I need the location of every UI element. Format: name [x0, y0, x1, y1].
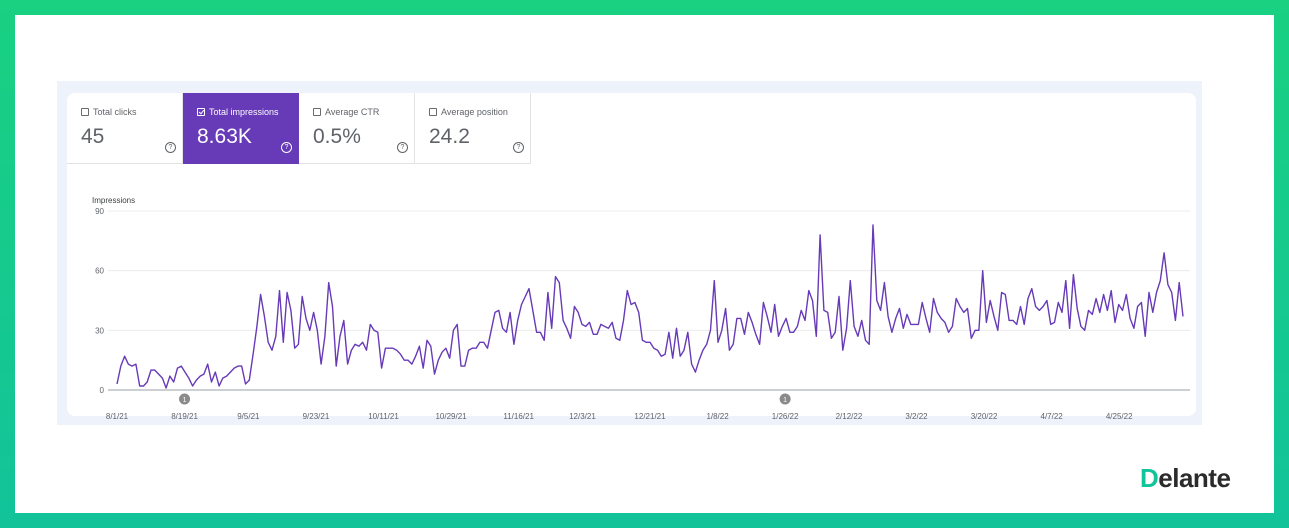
y-tick-label: 0 [100, 386, 105, 395]
metric-value: 0.5% [313, 125, 361, 148]
metric-average-ctr[interactable]: Average CTR 0.5% ? [299, 93, 415, 164]
metric-total-clicks[interactable]: Total clicks 45 ? [67, 93, 183, 164]
x-tick-label: 1/26/22 [772, 412, 799, 421]
checkbox-icon[interactable] [429, 108, 437, 116]
help-icon[interactable]: ? [165, 142, 176, 153]
x-tick-label: 8/19/21 [171, 412, 198, 421]
annotation-marker[interactable]: 1 [179, 393, 191, 405]
x-tick-label: 9/5/21 [237, 412, 260, 421]
x-tick-label: 3/20/22 [971, 412, 998, 421]
annotation-label: 1 [783, 397, 787, 404]
x-tick-label: 10/29/21 [435, 412, 467, 421]
x-tick-label: 8/1/21 [106, 412, 129, 421]
x-tick-label: 1/8/22 [706, 412, 729, 421]
x-tick-label: 12/21/21 [634, 412, 666, 421]
metric-total-impressions[interactable]: Total impressions 8.63K ? [183, 93, 299, 164]
x-tick-label: 12/3/21 [569, 412, 596, 421]
help-icon[interactable]: ? [281, 142, 292, 153]
checkbox-checked-icon[interactable] [197, 108, 205, 116]
x-tick-label: 4/25/22 [1106, 412, 1133, 421]
annotation-label: 1 [183, 397, 187, 404]
metric-label: Total impressions [209, 107, 279, 117]
x-tick-label: 2/12/22 [836, 412, 863, 421]
impressions-series-line [116, 224, 1184, 389]
x-tick-label: 10/11/21 [368, 412, 399, 421]
x-tick-label: 11/16/21 [503, 412, 534, 421]
x-tick-label: 3/2/22 [905, 412, 928, 421]
x-tick-label: 9/23/21 [303, 412, 330, 421]
metric-value: 24.2 [429, 125, 470, 148]
help-icon[interactable]: ? [397, 142, 408, 153]
y-tick-label: 30 [95, 326, 104, 335]
y-axis-label: Impressions [92, 196, 135, 205]
y-tick-label: 90 [95, 207, 104, 216]
metric-value: 8.63K [197, 125, 252, 148]
metric-label: Average CTR [325, 107, 380, 117]
metric-label: Total clicks [93, 107, 137, 117]
metric-value: 45 [81, 125, 105, 148]
metric-average-position[interactable]: Average position 24.2 ? [415, 93, 531, 164]
help-icon[interactable]: ? [513, 142, 524, 153]
y-tick-label: 60 [95, 267, 104, 276]
x-tick-label: 4/7/22 [1041, 412, 1064, 421]
delante-logo: Delante [1140, 463, 1231, 493]
annotation-marker[interactable]: 1 [779, 393, 791, 405]
checkbox-icon[interactable] [81, 108, 89, 116]
metric-cards: Total clicks 45 ? Total impressions 8.63… [67, 93, 531, 164]
checkbox-icon[interactable] [313, 108, 321, 116]
metric-label: Average position [441, 107, 508, 117]
